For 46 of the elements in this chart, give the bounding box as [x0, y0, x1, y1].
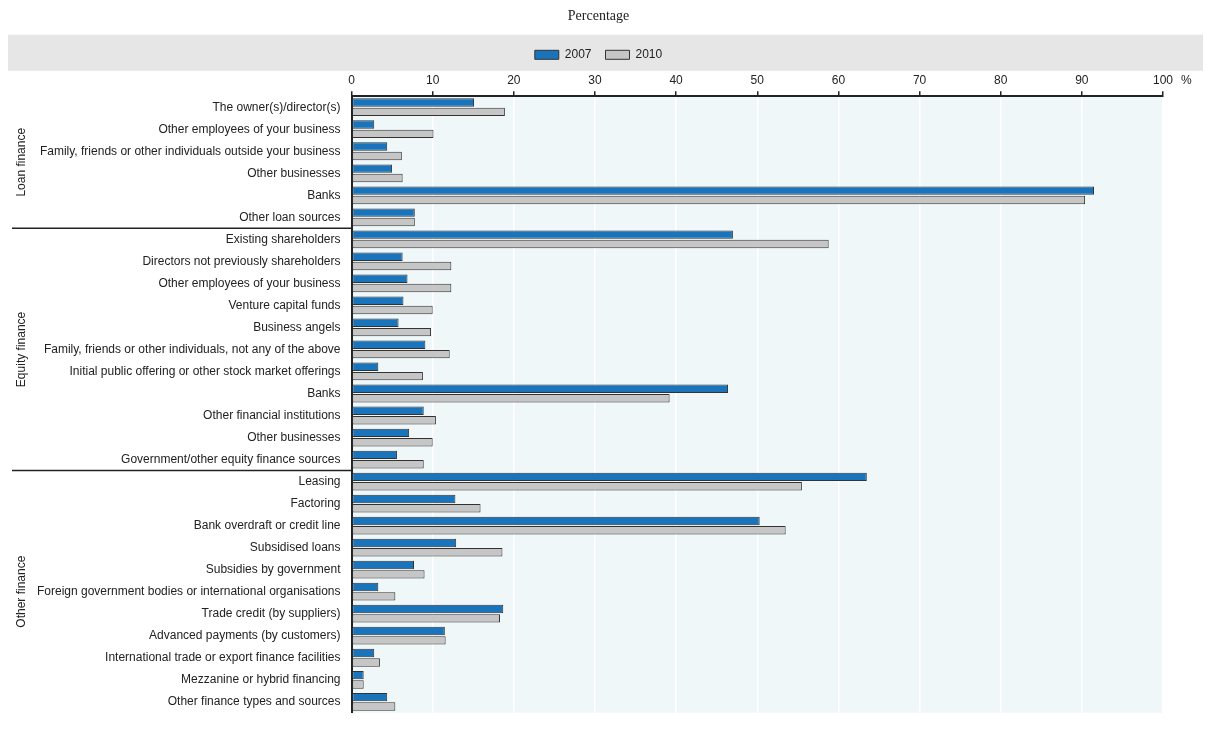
- y-tick-label: Other financial institutions: [203, 407, 341, 422]
- y-tick-label: Other businesses: [247, 429, 341, 444]
- y-tick-label: The owner(s)/director(s): [212, 99, 341, 114]
- x-tick-label: 30: [588, 73, 602, 88]
- y-tick-label: Trade credit (by suppliers): [201, 606, 341, 621]
- y-tick-label: Mezzanine or hybrid financing: [181, 672, 341, 687]
- text: Equity finance: [14, 311, 29, 388]
- y-tick-label: Banks: [307, 187, 341, 202]
- x-axis-title: %: [1181, 72, 1192, 87]
- y-tick-label: Subsidies by government: [205, 561, 342, 576]
- y-tick-label: Family, friends or other individuals, not any of the above: [43, 341, 341, 356]
- y-tick-label: Leasing: [298, 473, 341, 488]
- x-tick-label: 40: [669, 73, 684, 88]
- x-tick-label: 10: [425, 73, 440, 88]
- y-tick-label: Existing shareholders: [225, 231, 341, 246]
- x-tick-label: 70: [912, 73, 927, 88]
- y-tick-label: Other employees of your business: [158, 121, 341, 136]
- x-tick-label: 80: [994, 73, 1008, 88]
- x-tick-label: 60: [831, 73, 846, 88]
- x-tick-label: 20: [507, 73, 521, 88]
- y-tick-label: Factoring: [290, 495, 341, 510]
- y-tick-label: Other businesses: [247, 165, 341, 180]
- y-tick-label: Advanced payments (by customers): [149, 628, 341, 643]
- y-tick-label: Subsidised loans: [249, 539, 341, 554]
- y-tick-label: Foreign government bodies or international organisations: [37, 583, 341, 598]
- x-tick-label: 0: [348, 73, 356, 88]
- y-tick-label: Directors not previously shareholders: [142, 253, 341, 268]
- text: Other finance: [14, 555, 29, 628]
- legend-label: 2010: [635, 47, 663, 62]
- y-tick-label: Family, friends or other individuals outside your business: [39, 143, 341, 158]
- y-tick-label: Business angels: [253, 319, 341, 334]
- y-tick-label: Government/other equity finance sources: [121, 451, 341, 466]
- x-tick-label: 90: [1075, 73, 1089, 88]
- text: Loan finance: [14, 127, 29, 197]
- y-tick-label: Other employees of your business: [158, 275, 341, 290]
- legend-label: 2007: [564, 47, 592, 62]
- y-tick-label: Bank overdraft or credit line: [193, 517, 341, 532]
- y-tick-label: Initial public offering or other stock market offerings: [69, 363, 341, 378]
- x-tick-label: 50: [750, 73, 765, 88]
- y-tick-label: International trade or export finance facilities: [105, 650, 341, 665]
- x-tick-label: 100: [1152, 73, 1174, 88]
- y-tick-label: Other loan sources: [239, 209, 341, 224]
- chart-subtitle: Percentage: [567, 8, 630, 24]
- y-tick-label: Banks: [307, 385, 341, 400]
- y-tick-label: Venture capital funds: [228, 297, 341, 312]
- y-tick-label: Other finance types and sources: [167, 694, 341, 709]
